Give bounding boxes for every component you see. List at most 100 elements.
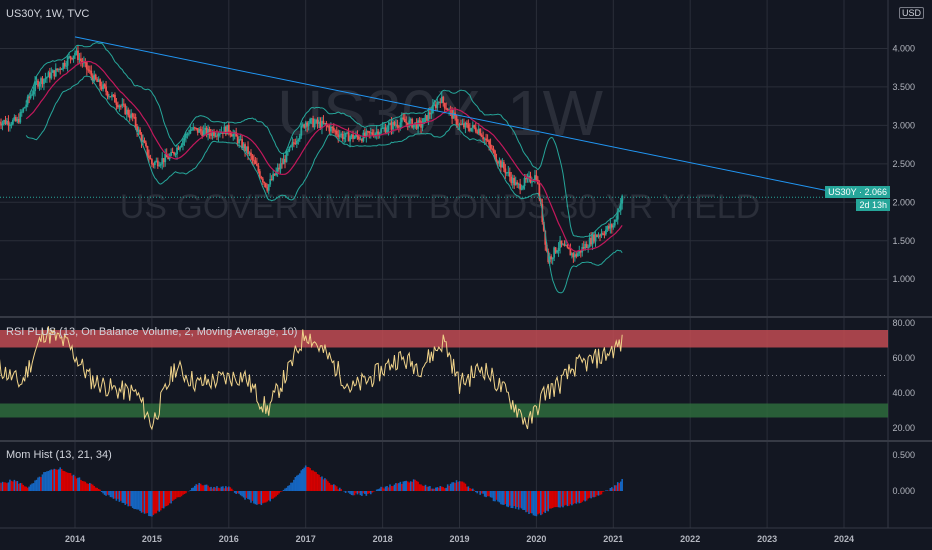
mom-histogram-bar bbox=[621, 478, 623, 491]
candle-body bbox=[389, 122, 391, 125]
mom-histogram-bar bbox=[154, 491, 156, 514]
candle-body bbox=[278, 167, 280, 170]
mom-histogram-bar bbox=[157, 491, 159, 511]
mom-histogram-bar bbox=[398, 483, 400, 491]
candle-body bbox=[313, 122, 316, 127]
mom-histogram-bar bbox=[529, 491, 532, 514]
candle-body bbox=[522, 185, 524, 189]
mom-indicator-title[interactable]: Mom Hist (13, 21, 34) bbox=[6, 449, 112, 461]
mom-histogram-bar bbox=[267, 491, 270, 501]
mom-histogram-bar bbox=[553, 491, 555, 508]
candle-body bbox=[430, 113, 433, 115]
candle-body bbox=[149, 158, 152, 160]
mom-histogram-bar bbox=[69, 473, 72, 491]
mom-histogram-bar bbox=[223, 488, 226, 491]
candle-body bbox=[87, 69, 90, 71]
mom-histogram-bar bbox=[548, 491, 551, 509]
mom-histogram-bar bbox=[411, 481, 413, 491]
mom-histogram-bar bbox=[13, 479, 16, 491]
mom-histogram-bar bbox=[217, 487, 220, 491]
mom-histogram-bar bbox=[316, 474, 319, 491]
mom-histogram-bar bbox=[575, 491, 578, 504]
candle-body bbox=[591, 234, 594, 245]
candle-body bbox=[292, 142, 295, 144]
candle-body bbox=[403, 119, 406, 123]
candle-body bbox=[411, 119, 414, 128]
candle-body bbox=[371, 132, 374, 135]
candle-body bbox=[322, 120, 325, 124]
candle-body bbox=[272, 173, 275, 180]
mom-histogram-bar bbox=[198, 482, 201, 491]
candle-body bbox=[544, 230, 547, 245]
candle-body bbox=[384, 127, 387, 133]
candle-body bbox=[261, 178, 264, 183]
candle-body bbox=[142, 140, 144, 143]
candle-body bbox=[420, 121, 422, 128]
mom-histogram-bar bbox=[409, 481, 412, 491]
x-tick-label: 2017 bbox=[296, 534, 316, 544]
mom-histogram-bar bbox=[577, 491, 579, 503]
candle-body bbox=[82, 62, 85, 64]
candle-body bbox=[377, 131, 380, 136]
candle-body bbox=[378, 132, 381, 136]
candle-body bbox=[248, 152, 251, 155]
candle-body bbox=[534, 175, 536, 181]
symbol-title[interactable]: US30Y, 1W, TVC bbox=[6, 8, 90, 20]
mom-histogram-bar bbox=[273, 491, 276, 498]
mom-histogram-bar bbox=[437, 487, 440, 491]
candle-body bbox=[28, 96, 31, 98]
rsi-indicator-title[interactable]: RSI PLUS (13, On Balance Volume, 2, Movi… bbox=[6, 326, 298, 338]
candle-body bbox=[9, 125, 11, 127]
mom-histogram-bar bbox=[531, 491, 533, 514]
mom-histogram-bar bbox=[605, 490, 607, 491]
mom-histogram-bar bbox=[276, 491, 279, 495]
mom-histogram-bar bbox=[226, 487, 229, 491]
candle-body bbox=[445, 108, 448, 110]
mom-histogram-bar bbox=[472, 488, 474, 491]
currency-badge[interactable]: USD bbox=[898, 7, 924, 19]
mom-histogram-bar bbox=[229, 487, 232, 491]
candle-body bbox=[392, 122, 394, 130]
mom-histogram-bar bbox=[315, 472, 317, 491]
mom-histogram-bar bbox=[279, 491, 282, 492]
candle-body bbox=[16, 119, 19, 122]
candle-body bbox=[115, 102, 118, 105]
mom-histogram-bar bbox=[68, 473, 70, 491]
mom-histogram-bar bbox=[399, 481, 402, 491]
candle-body bbox=[474, 127, 477, 132]
mom-histogram-bar bbox=[451, 482, 453, 491]
rsi-y-tick-label: 80.00 bbox=[892, 318, 915, 328]
mom-histogram-bar bbox=[77, 477, 79, 491]
mom-histogram-bar bbox=[167, 491, 169, 506]
candle-body bbox=[167, 157, 170, 160]
mom-histogram-bar bbox=[369, 491, 372, 495]
mom-histogram-bar bbox=[332, 484, 335, 491]
mom-histogram-bar bbox=[222, 486, 224, 491]
mom-histogram-bar bbox=[526, 491, 529, 512]
mom-histogram-bar bbox=[44, 471, 47, 491]
mom-histogram-bar bbox=[264, 491, 267, 503]
candle-body bbox=[223, 126, 226, 134]
candle-body bbox=[148, 155, 150, 159]
mom-histogram-bar bbox=[236, 491, 239, 494]
candle-body bbox=[241, 139, 244, 149]
candle-body bbox=[111, 94, 113, 98]
candle-body bbox=[505, 172, 508, 174]
candle-body bbox=[238, 139, 241, 144]
candle-body bbox=[504, 168, 507, 174]
candle-body bbox=[77, 50, 79, 60]
mom-histogram-bar bbox=[350, 491, 353, 496]
candle-body bbox=[375, 131, 378, 134]
candle-body bbox=[573, 254, 576, 258]
mom-histogram-bar bbox=[486, 491, 489, 497]
mom-histogram-bar bbox=[439, 486, 442, 491]
candle-body bbox=[133, 116, 136, 118]
mom-histogram-bar bbox=[557, 491, 560, 508]
mom-histogram-bar bbox=[6, 483, 8, 491]
mom-histogram-bar bbox=[534, 491, 536, 516]
mom-histogram-bar bbox=[225, 486, 227, 491]
mom-histogram-bar bbox=[219, 488, 221, 491]
y-tick-label: 3.500 bbox=[892, 82, 915, 92]
candle-body bbox=[619, 203, 622, 211]
